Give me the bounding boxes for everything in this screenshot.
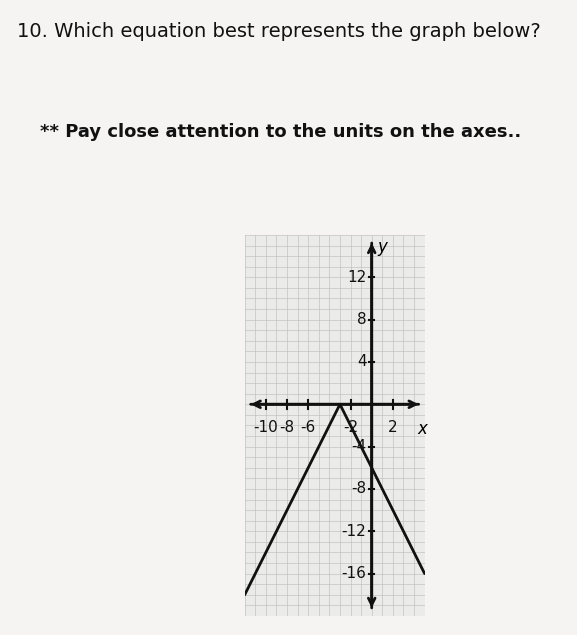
Text: 10. Which equation best represents the graph below?: 10. Which equation best represents the g… [17, 22, 541, 41]
Text: -12: -12 [342, 524, 366, 538]
Text: 4: 4 [357, 354, 366, 370]
Text: -10: -10 [253, 420, 278, 435]
Text: x: x [418, 420, 428, 438]
Text: ** Pay close attention to the units on the axes..: ** Pay close attention to the units on t… [40, 123, 521, 141]
Text: -8: -8 [351, 481, 366, 497]
Text: -2: -2 [343, 420, 358, 435]
Text: -4: -4 [351, 439, 366, 454]
Text: 8: 8 [357, 312, 366, 327]
Text: y: y [377, 238, 387, 256]
Text: -16: -16 [342, 566, 366, 581]
Text: 12: 12 [347, 270, 366, 284]
Text: -8: -8 [279, 420, 295, 435]
Text: 2: 2 [388, 420, 398, 435]
Text: -6: -6 [301, 420, 316, 435]
